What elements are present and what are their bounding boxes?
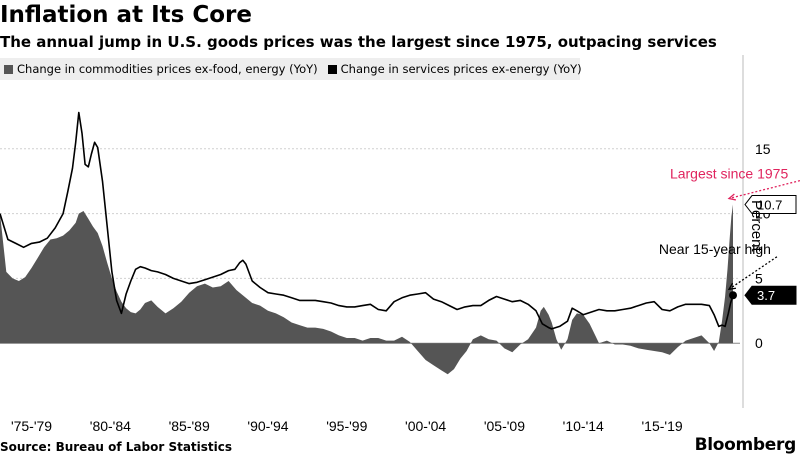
- annotation-arrow: [728, 179, 800, 200]
- series-area-commodities: [0, 204, 733, 375]
- x-tick-label: '10-'14: [563, 418, 604, 434]
- x-tick-label: '85-'89: [169, 418, 210, 434]
- value-label: 10.7: [757, 198, 782, 213]
- annotation-text: Largest since 1975: [670, 166, 789, 182]
- annotation-arrowhead: [727, 193, 736, 201]
- annotation-arrow: [728, 256, 778, 290]
- legend-swatch-services: [327, 64, 337, 74]
- legend: Change in commodities prices ex-food, en…: [0, 58, 582, 80]
- annotation-arrowhead: [727, 282, 737, 291]
- y-tick-label: 0: [755, 335, 763, 351]
- legend-label-commodities: Change in commodities prices ex-food, en…: [17, 62, 318, 76]
- y-tick-label: 15: [755, 141, 771, 157]
- x-tick-label: '05-'09: [484, 418, 525, 434]
- x-tick-label: '75-'79: [11, 418, 52, 434]
- legend-item-services: Change in services prices ex-energy (YoY…: [324, 62, 582, 76]
- y-axis-label: Percent: [748, 200, 765, 252]
- x-tick-label: '80-'84: [90, 418, 131, 434]
- annotation-text: Near 15-year high: [659, 241, 771, 257]
- series-line-services: [0, 111, 734, 330]
- x-tick-label: '95-'99: [326, 418, 367, 434]
- y-tick-label: 5: [755, 270, 763, 286]
- chart-subtitle: The annual jump in U.S. goods prices was…: [0, 33, 717, 51]
- chart-title: Inflation at Its Core: [0, 2, 252, 28]
- x-tick-label: '00-'04: [405, 418, 446, 434]
- x-tick-label: '90-'94: [247, 418, 288, 434]
- value-label-box: [744, 285, 797, 305]
- legend-swatch-commodities: [4, 64, 13, 74]
- value-label-box: [744, 195, 797, 215]
- brand-logo: Bloomberg: [694, 435, 797, 455]
- value-label: 3.7: [757, 288, 775, 303]
- legend-label-services: Change in services prices ex-energy (YoY…: [340, 62, 582, 76]
- x-tick-label: '15-'19: [641, 418, 682, 434]
- source-note: Source: Bureau of Labor Statistics: [0, 440, 233, 454]
- services-endpoint-marker: [729, 291, 737, 300]
- legend-item-commodities: Change in commodities prices ex-food, en…: [0, 62, 318, 76]
